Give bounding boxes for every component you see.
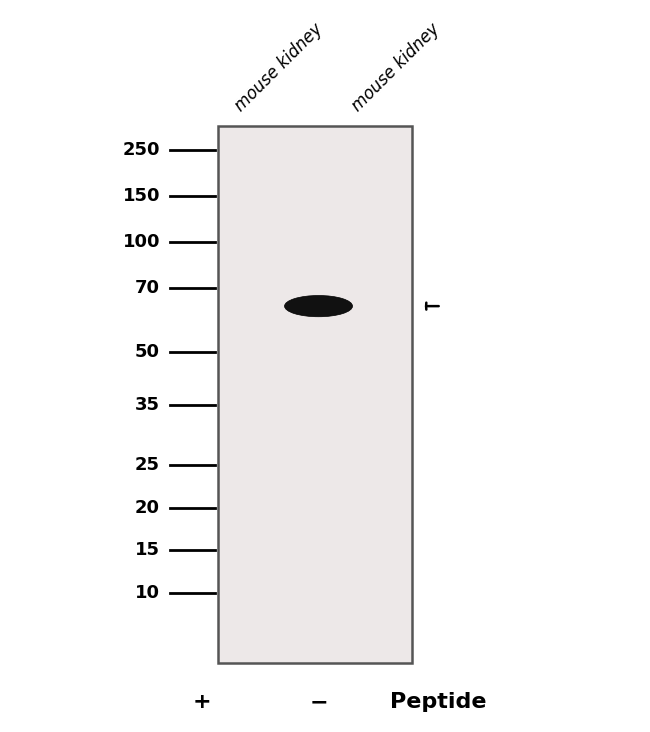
Text: 150: 150 (122, 187, 160, 206)
Text: 35: 35 (135, 396, 160, 414)
Text: mouse kidney: mouse kidney (231, 20, 326, 115)
Text: 25: 25 (135, 456, 160, 474)
Text: 20: 20 (135, 498, 160, 517)
Text: 250: 250 (122, 141, 160, 160)
Ellipse shape (285, 296, 352, 317)
Text: 70: 70 (135, 280, 160, 297)
Bar (218, 126, 412, 663)
Text: +: + (192, 692, 211, 712)
Text: 50: 50 (135, 343, 160, 361)
Text: 100: 100 (122, 234, 160, 252)
Text: mouse kidney: mouse kidney (348, 20, 443, 115)
Text: Peptide: Peptide (390, 692, 486, 712)
Text: 10: 10 (135, 583, 160, 602)
Text: 15: 15 (135, 541, 160, 559)
Text: −: − (309, 692, 328, 712)
